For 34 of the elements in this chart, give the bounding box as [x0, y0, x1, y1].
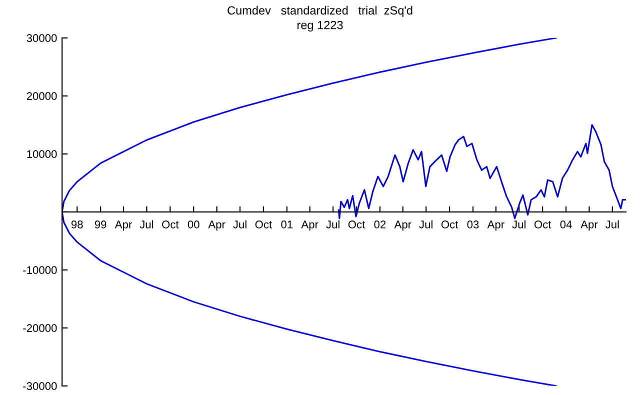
x-tick-label: 01 — [281, 220, 293, 228]
x-tick-label: Jul — [605, 220, 619, 228]
x-tick-label: Apr — [208, 220, 226, 231]
line-series — [62, 38, 557, 386]
x-tick-label: Apr — [301, 220, 318, 231]
x-tick-label: Oct — [534, 220, 552, 228]
x-tick-label: Jul — [326, 220, 340, 228]
line-series — [338, 124, 626, 220]
y-tick-label: 20000 — [26, 92, 57, 100]
y-tick-label: -10000 — [23, 266, 57, 274]
y-tick-label: -30000 — [23, 382, 57, 390]
chart-title: Cumdev standardized trial zSq'd — [228, 6, 412, 17]
x-tick-label: Oct — [162, 220, 179, 228]
x-tick-label: 04 — [560, 220, 572, 228]
x-tick-label: Oct — [255, 220, 272, 228]
x-tick-label: 03 — [467, 220, 479, 228]
x-tick-label: Jul — [140, 220, 154, 228]
x-tick-label: Apr — [114, 220, 132, 231]
y-tick-label: 30000 — [26, 34, 57, 42]
chart-subtitle: reg 1223 — [297, 20, 343, 32]
x-tick-label: 98 — [71, 220, 83, 228]
x-tick-label: Jul — [233, 220, 246, 228]
x-tick-label: Oct — [348, 220, 366, 228]
x-tick-label: 00 — [188, 220, 200, 228]
x-tick-label: 02 — [374, 220, 386, 228]
y-tick-label: -20000 — [23, 324, 57, 332]
x-tick-label: Apr — [487, 220, 504, 231]
x-tick-label: 99 — [94, 220, 106, 228]
x-tick-label: Apr — [580, 220, 598, 231]
x-tick-label: Jul — [512, 220, 526, 228]
y-tick-label: 10000 — [27, 150, 57, 158]
x-tick-label: Oct — [441, 220, 458, 228]
x-tick-label: Jul — [419, 220, 432, 228]
x-tick-label: Apr — [394, 220, 412, 231]
